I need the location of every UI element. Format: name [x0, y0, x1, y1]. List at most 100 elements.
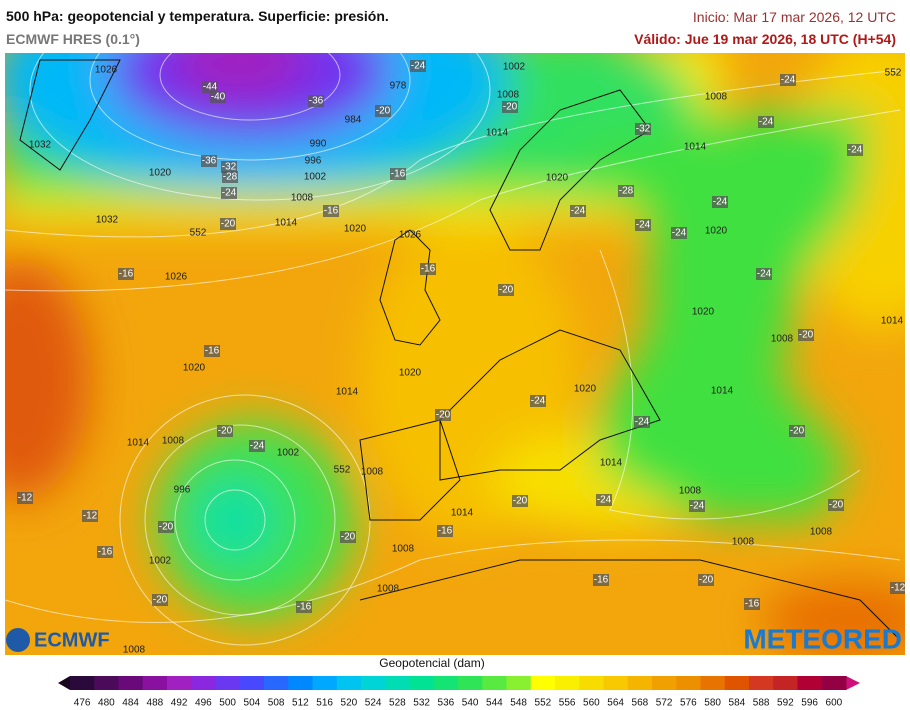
colorbar-end	[846, 676, 860, 690]
label-box	[17, 492, 33, 504]
label-box	[596, 494, 612, 506]
pressure-label: 1008	[291, 193, 314, 204]
label-box	[410, 60, 426, 72]
temperature-label: -32	[222, 162, 237, 173]
colorbar-tick-label: 584	[729, 698, 746, 709]
temperature-label: -36	[202, 156, 217, 167]
colorbar-swatch	[603, 676, 629, 690]
logo-icon	[6, 628, 30, 652]
pressure-label: 978	[390, 81, 407, 92]
pressure-label: 1020	[574, 384, 597, 395]
temperature-label: -20	[699, 575, 714, 586]
colorbar-swatch	[239, 676, 265, 690]
colorbar-tick-label: 556	[559, 698, 576, 709]
label-box	[202, 81, 218, 93]
pressure-label: 1014	[711, 386, 734, 397]
label-box	[502, 101, 518, 113]
pressure-label: 1020	[705, 226, 728, 237]
pressure-label: 1008	[123, 645, 146, 656]
colorbar-swatch	[361, 676, 386, 690]
pressure-label: 990	[310, 139, 327, 150]
label-box	[97, 546, 113, 558]
colorbar-tick-label: 588	[753, 698, 770, 709]
label-box	[847, 144, 863, 156]
pressure-label: 1020	[149, 168, 172, 179]
colorbar-swatch	[409, 676, 435, 690]
temperature-label: -20	[159, 522, 174, 533]
label-box	[221, 161, 237, 173]
colorbar-swatch	[724, 676, 750, 690]
pressure-label: 552	[190, 228, 207, 239]
colorbar-swatch	[118, 676, 144, 690]
temperature-label: -20	[503, 102, 518, 113]
colorbar-tick-label: 532	[413, 698, 430, 709]
pressure-label: 1020	[183, 363, 206, 374]
label-box	[220, 218, 236, 230]
label-box	[390, 168, 406, 180]
colorbar-swatch	[797, 676, 823, 690]
colorbar-tick-label: 548	[510, 698, 527, 709]
colorbar-swatch	[821, 676, 847, 690]
label-box	[204, 345, 220, 357]
colorbar-swatch	[167, 676, 192, 690]
colorbar-end	[58, 676, 70, 690]
pressure-label: 1032	[29, 140, 52, 151]
pressure-label: 1020	[399, 368, 422, 379]
colorbar-swatch	[579, 676, 604, 690]
temperature-label: -24	[597, 495, 612, 506]
temperature-label: -24	[250, 441, 265, 452]
label-box	[758, 116, 774, 128]
temperature-label: -24	[713, 197, 728, 208]
colorbar-tick-label: 496	[195, 698, 212, 709]
pressure-label: 1026	[399, 230, 422, 241]
label-box	[420, 263, 436, 275]
temperature-label: -24	[759, 117, 774, 128]
label-box	[890, 582, 905, 594]
pressure-label: 1014	[881, 316, 904, 327]
pressure-label: 1020	[546, 173, 569, 184]
pressure-label: 1014	[451, 508, 474, 519]
label-box	[798, 329, 814, 341]
colorbar-swatch	[652, 676, 677, 690]
colorbar-swatch	[700, 676, 726, 690]
label-box	[158, 521, 174, 533]
pressure-label: 1014	[600, 458, 623, 469]
colorbar-tick-label: 536	[438, 698, 455, 709]
pressure-label: 1008	[705, 92, 728, 103]
temperature-label: -20	[829, 500, 844, 511]
label-box	[435, 409, 451, 421]
label-box	[437, 525, 453, 537]
colorbar-tick-label: 508	[268, 698, 285, 709]
colorbar-swatch	[749, 676, 774, 690]
label-box	[689, 500, 705, 512]
colorbar-swatch	[336, 676, 362, 690]
pressure-label: 1014	[127, 438, 150, 449]
colorbar-swatch	[555, 676, 580, 690]
temperature-label: -20	[436, 410, 451, 421]
pressure-label: 1008	[162, 436, 185, 447]
logo-meteored: METEORED	[743, 623, 902, 654]
temperature-label: -24	[531, 396, 546, 407]
pressure-label: 1014	[336, 387, 359, 398]
temperature-label: -16	[421, 264, 436, 275]
colorbar-tick-label: 528	[389, 698, 406, 709]
colorbar-tick-label: 484	[122, 698, 139, 709]
temperature-label: -24	[411, 61, 426, 72]
temperature-label: -20	[341, 532, 356, 543]
temperature-label: -44	[203, 82, 218, 93]
init-time: Inicio: Mar 17 mar 2026, 12 UTC	[692, 9, 896, 25]
colorbar: 476 480 484 488 492 496 500 504 508 512 516 520 524 5…	[58, 676, 860, 709]
colorbar-tick-label: 520	[341, 698, 358, 709]
colorbar-swatch	[676, 676, 701, 690]
temperature-label: -24	[222, 188, 237, 199]
label-box	[512, 495, 528, 507]
temperature-label: -36	[309, 96, 324, 107]
colorbar-swatch	[482, 676, 507, 690]
temperature-label: -20	[221, 219, 236, 230]
pressure-label: 1008	[810, 527, 833, 538]
colorbar-swatch	[288, 676, 313, 690]
colorbar-swatch	[773, 676, 798, 690]
pressure-label: 996	[305, 156, 322, 167]
